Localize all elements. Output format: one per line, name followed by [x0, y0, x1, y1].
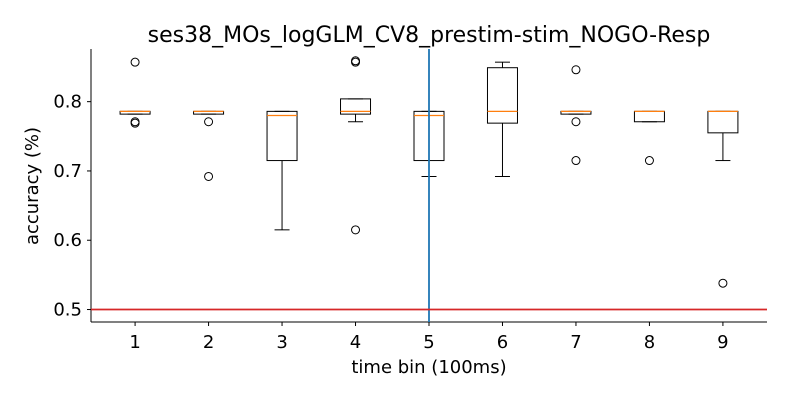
outlier-point — [644, 156, 654, 166]
x-tick-label: 9 — [717, 332, 728, 353]
outlier-point — [571, 65, 581, 75]
x-tick-label: 4 — [350, 332, 361, 353]
outlier-point — [351, 225, 361, 235]
outlier-point — [204, 117, 214, 127]
outlier-point — [130, 57, 140, 67]
box-iqr — [266, 110, 298, 162]
y-tick-label: 0.5 — [53, 300, 82, 321]
box-iqr — [340, 98, 372, 115]
x-tick-label: 3 — [276, 332, 287, 353]
outlier-point — [718, 278, 728, 288]
y-axis-label: accuracy (%) — [22, 127, 43, 245]
x-tick-label: 5 — [423, 332, 434, 353]
x-tick-label: 2 — [203, 332, 214, 353]
box-iqr — [486, 67, 518, 124]
plot-area: 0.5 0.6 0.7 0.8 1 2 3 4 5 6 7 8 9 — [53, 49, 767, 353]
outlier-point — [571, 156, 581, 166]
y-tick-label: 0.6 — [53, 230, 82, 251]
outlier-point — [204, 171, 214, 181]
y-tick-label: 0.7 — [53, 161, 82, 182]
y-tick-label: 0.8 — [53, 92, 82, 113]
x-tick-label: 7 — [570, 332, 581, 353]
chart-title: ses38_MOs_logGLM_CV8_prestim-stim_NOGO-R… — [148, 23, 711, 48]
x-tick-label: 8 — [644, 332, 655, 353]
box-iqr — [707, 110, 739, 134]
outlier-point — [571, 117, 581, 127]
outlier-point — [351, 56, 361, 66]
box-iqr — [633, 110, 665, 123]
x-tick-label: 6 — [497, 332, 508, 353]
x-axis-label: time bin (100ms) — [351, 357, 506, 378]
outlier-point — [130, 118, 140, 128]
x-tick-label: 1 — [129, 332, 140, 353]
